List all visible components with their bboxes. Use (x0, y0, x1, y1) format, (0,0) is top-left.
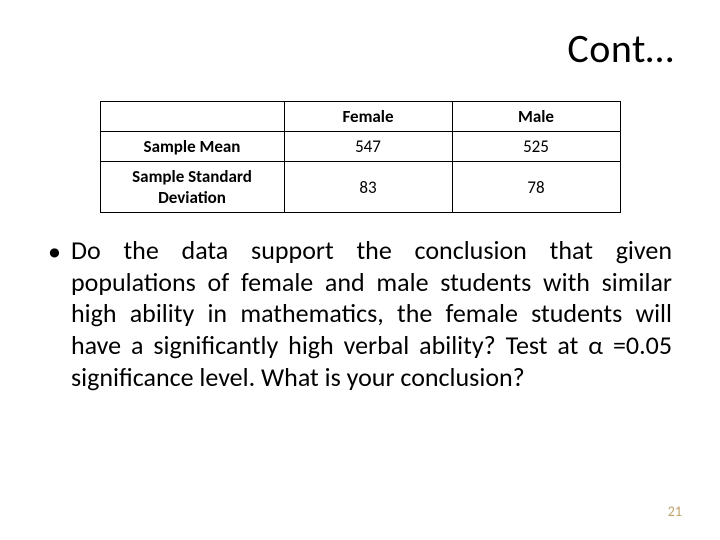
cell-sd-female: 83 (284, 162, 452, 213)
bullet-marker-icon: • (48, 235, 61, 267)
table-header-blank (100, 102, 284, 132)
table-row: Sample Mean 547 525 (100, 132, 620, 162)
slide-title: Cont… (42, 24, 674, 73)
slide: Cont… Female Male Sample Mean 547 525 Sa… (0, 0, 720, 540)
bullet-text: Do the data support the conclusion that … (71, 235, 672, 394)
stats-table: Female Male Sample Mean 547 525 Sample S… (100, 101, 621, 213)
table-header-row: Female Male (100, 102, 620, 132)
cell-mean-male: 525 (452, 132, 620, 162)
table-row: Sample Standard Deviation 83 78 (100, 162, 620, 213)
row-label-sd: Sample Standard Deviation (100, 162, 284, 213)
row-label-mean: Sample Mean (100, 132, 284, 162)
cell-mean-female: 547 (284, 132, 452, 162)
cell-sd-male: 78 (452, 162, 620, 213)
table-header-female: Female (284, 102, 452, 132)
page-number: 21 (668, 503, 682, 520)
table-header-male: Male (452, 102, 620, 132)
bullet-item: • Do the data support the conclusion tha… (48, 235, 672, 394)
